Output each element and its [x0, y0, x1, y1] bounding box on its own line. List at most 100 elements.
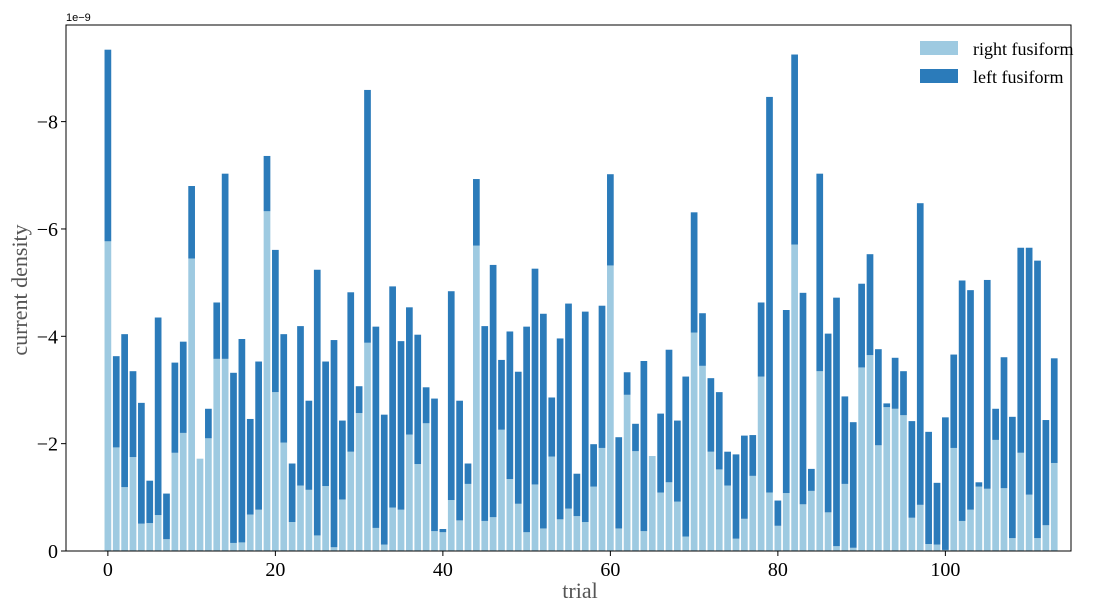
- bar-left-fusiform: [665, 349, 673, 483]
- bar-left-fusiform: [523, 326, 530, 533]
- bar-left-fusiform: [724, 451, 731, 486]
- bar-right-fusiform: [791, 244, 798, 551]
- bar-left-fusiform: [414, 334, 422, 465]
- bar-right-fusiform: [900, 415, 907, 551]
- bar-right-fusiform: [866, 355, 874, 551]
- bar-right-fusiform: [632, 451, 639, 551]
- bar-left-fusiform: [1009, 416, 1016, 539]
- bar-right-fusiform: [439, 532, 447, 551]
- bar-right-fusiform: [674, 501, 681, 551]
- bar-left-fusiform: [573, 473, 581, 517]
- bar-right-fusiform: [975, 486, 983, 551]
- bar-left-fusiform: [682, 376, 690, 537]
- bar-left-fusiform: [707, 378, 715, 452]
- bar-left-fusiform: [556, 338, 564, 520]
- bar-left-fusiform: [431, 398, 438, 532]
- bar-left-fusiform: [699, 313, 706, 366]
- bar-left-fusiform: [439, 528, 447, 533]
- y-tick-label: −8: [37, 112, 58, 134]
- bar-right-fusiform: [1025, 494, 1033, 551]
- bar-right-fusiform: [121, 487, 128, 551]
- bar-right-fusiform: [406, 434, 413, 551]
- bar-right-fusiform: [925, 544, 932, 551]
- bar-right-fusiform: [514, 503, 522, 551]
- bar-right-fusiform: [112, 447, 120, 551]
- bar-left-fusiform: [791, 54, 798, 245]
- bar-right-fusiform: [330, 547, 338, 551]
- bar-left-fusiform: [280, 334, 288, 443]
- bar-left-fusiform: [598, 305, 606, 448]
- bar-right-fusiform: [146, 523, 154, 551]
- bar-left-fusiform: [305, 400, 313, 490]
- bar-left-fusiform: [942, 417, 949, 550]
- bar-left-fusiform: [112, 356, 120, 448]
- bar-right-fusiform: [230, 542, 237, 551]
- bar-right-fusiform: [816, 371, 824, 551]
- bar-right-fusiform: [916, 504, 924, 551]
- bar-left-fusiform: [1017, 247, 1025, 453]
- x-axis-label: trial: [562, 578, 597, 603]
- bar-right-fusiform: [942, 549, 949, 551]
- bar-left-fusiform: [540, 313, 547, 529]
- bar-right-fusiform: [782, 493, 790, 551]
- bar-right-fusiform: [858, 367, 865, 551]
- bar-right-fusiform: [958, 520, 966, 551]
- bar-right-fusiform: [1009, 538, 1016, 551]
- bar-left-fusiform: [950, 354, 958, 448]
- bar-right-fusiform: [849, 547, 857, 551]
- bar-left-fusiform: [615, 437, 623, 529]
- x-tick-label: 40: [433, 559, 453, 581]
- bar-right-fusiform: [908, 517, 916, 551]
- bar-left-fusiform: [933, 482, 941, 545]
- bar-right-fusiform: [313, 535, 321, 551]
- legend-label-left-fusiform: left fusiform: [973, 67, 1063, 87]
- bar-left-fusiform: [339, 420, 346, 500]
- bar-right-fusiform: [205, 438, 212, 551]
- bar-left-fusiform: [824, 333, 832, 513]
- bar-right-fusiform: [648, 456, 656, 551]
- bar-left-fusiform: [464, 463, 472, 484]
- bar-left-fusiform: [983, 279, 991, 489]
- bar-right-fusiform: [163, 539, 170, 551]
- bar-right-fusiform: [447, 500, 455, 551]
- bar-left-fusiform: [230, 372, 237, 543]
- bar-left-fusiform: [1025, 247, 1033, 495]
- bar-left-fusiform: [875, 349, 882, 446]
- bar-left-fusiform: [205, 408, 212, 439]
- bar-left-fusiform: [816, 173, 824, 372]
- bar-right-fusiform: [1000, 488, 1008, 551]
- bar-left-fusiform: [213, 302, 221, 359]
- bar-right-fusiform: [1050, 462, 1058, 551]
- bar-right-fusiform: [766, 492, 773, 551]
- bar-left-fusiform: [849, 422, 857, 548]
- bar-left-fusiform: [757, 302, 765, 377]
- bar-right-fusiform: [389, 507, 396, 551]
- bar-right-fusiform: [523, 532, 530, 551]
- bar-left-fusiform: [607, 174, 614, 266]
- bar-right-fusiform: [690, 332, 698, 551]
- bar-right-fusiform: [456, 520, 463, 551]
- bar-right-fusiform: [364, 342, 371, 551]
- bar-right-fusiform: [833, 546, 840, 551]
- bar-left-fusiform: [355, 386, 363, 414]
- bar-left-fusiform: [163, 493, 170, 540]
- bar-right-fusiform: [883, 407, 891, 551]
- bar-right-fusiform: [138, 523, 145, 551]
- bar-right-fusiform: [774, 525, 782, 551]
- bar-left-fusiform: [900, 371, 907, 416]
- bar-left-fusiform: [322, 361, 329, 487]
- axes-layer: 0 20 40 60 80 100 0 −2 −4 −6 −8: [37, 112, 961, 581]
- bar-left-fusiform: [531, 268, 539, 485]
- bar-left-fusiform: [833, 297, 840, 547]
- bar-right-fusiform: [347, 451, 355, 551]
- bar-right-fusiform: [950, 447, 958, 551]
- bar-left-fusiform: [967, 290, 974, 510]
- bar-left-fusiform: [565, 303, 572, 509]
- bar-left-fusiform: [883, 403, 891, 408]
- bar-right-fusiform: [255, 509, 262, 551]
- bar-right-fusiform: [297, 485, 304, 551]
- y-offset-label: 1e−9: [66, 12, 91, 24]
- bar-right-fusiform: [129, 457, 137, 551]
- bar-left-fusiform: [255, 361, 262, 510]
- bar-left-fusiform: [808, 468, 815, 491]
